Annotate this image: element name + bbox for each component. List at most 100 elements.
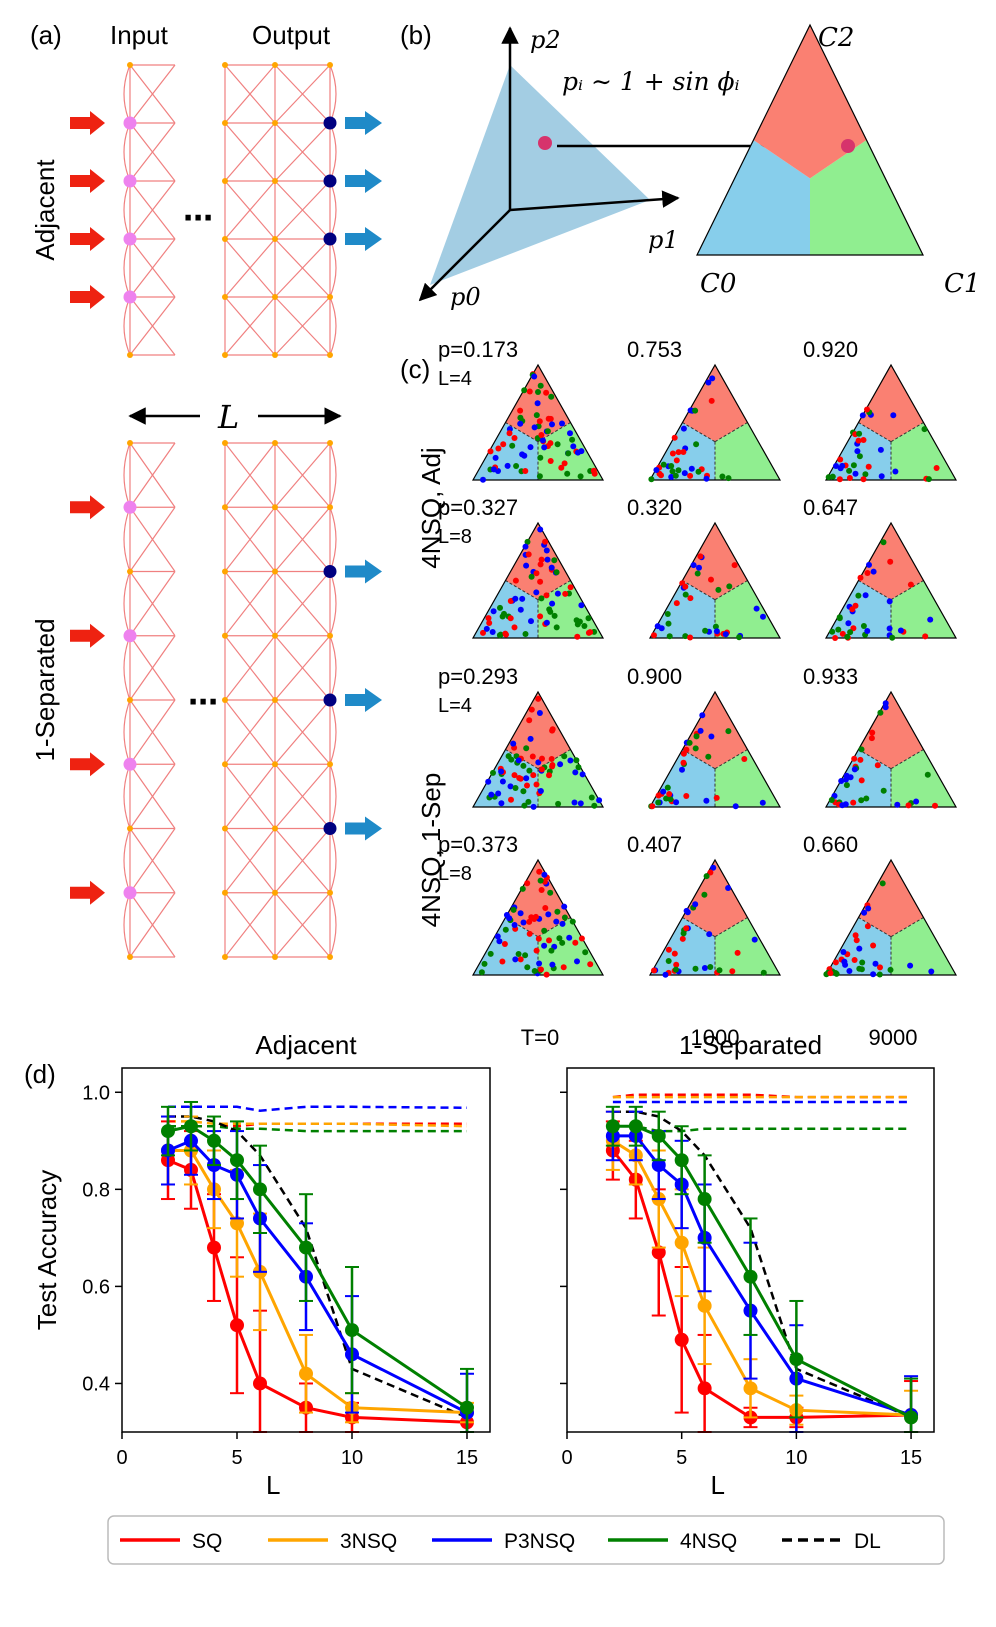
scatter-point: [886, 625, 893, 632]
edge-arc: [123, 699, 131, 765]
p-label-1-2: 0.647: [803, 495, 858, 520]
scatter-point: [669, 450, 676, 457]
scatter-point: [693, 441, 700, 448]
triangle-border: [648, 690, 782, 808]
scatter-point: [662, 971, 669, 978]
scatter-point: [553, 624, 560, 631]
chart-adjacent: Adjacent 0 5 10 15 0.4 0.6 0.8 1.0 L: [82, 1030, 491, 1500]
scatter-point: [710, 864, 717, 871]
scatter-point: [680, 930, 687, 937]
scatter-point: [680, 759, 687, 766]
scatter-point: [554, 441, 561, 448]
scatter-point: [825, 474, 832, 481]
ternary-plot-1-0: [471, 521, 605, 640]
scatter-point: [566, 934, 573, 941]
scatter-point: [547, 889, 554, 896]
scatter-point: [672, 472, 679, 479]
chart-separated: 1-Separated 0 5 10 15 L: [560, 1030, 935, 1500]
node: [327, 954, 333, 960]
region-c1: [538, 422, 603, 480]
scatter-point: [510, 906, 517, 913]
separated-circuit: [70, 440, 382, 960]
scatter-point: [512, 956, 519, 963]
scatter-point: [732, 803, 739, 810]
p-label-0-1: 0.753: [627, 337, 682, 362]
region-c2: [505, 523, 571, 600]
scatter-point: [559, 920, 566, 927]
scatter-point: [928, 968, 935, 975]
scatter-point: [538, 966, 544, 973]
line-SQ: [611, 1149, 912, 1419]
input-node: [123, 116, 137, 130]
scatter-point: [705, 379, 712, 386]
region-c2: [858, 860, 924, 937]
y-tick-label: 0.4: [82, 1373, 110, 1395]
scatter-point: [582, 949, 589, 956]
scatter-point: [683, 793, 690, 799]
scatter-point: [846, 475, 853, 481]
output-node: [323, 174, 337, 188]
scatter-point: [862, 471, 869, 478]
scatter-point: [557, 761, 564, 768]
scatter-point: [703, 873, 710, 880]
scatter-point: [844, 633, 851, 640]
output-arrow: [345, 559, 382, 584]
point-4NSQ: [253, 1182, 267, 1197]
scatter-point: [712, 623, 719, 630]
region-c0: [697, 140, 810, 255]
input-node: [123, 886, 137, 900]
point-SQ: [230, 1318, 244, 1333]
y-tick-label: 0.6: [82, 1276, 110, 1298]
scatter-point: [588, 794, 595, 801]
scatter-point: [499, 778, 506, 785]
p-label-2-2: 0.933: [803, 664, 858, 689]
panel-c-label: (c): [400, 354, 430, 384]
region-c1: [891, 917, 956, 975]
scatter-point: [543, 619, 550, 626]
scatter-point: [531, 968, 538, 974]
node: [272, 568, 278, 575]
input-node: [123, 757, 137, 771]
scatter-point: [705, 753, 712, 760]
input-node: [123, 174, 137, 188]
ternary-plot-2-2: [824, 690, 958, 809]
ternary-plot-2-1: [648, 690, 782, 810]
scatter-point: [725, 475, 732, 482]
scatter-point: [520, 788, 527, 795]
scatter-point: [892, 468, 899, 475]
scatter-point: [546, 937, 552, 944]
node: [272, 178, 278, 184]
node: [327, 294, 333, 300]
x-tick-label: 10: [341, 1447, 363, 1469]
scatter-point: [513, 463, 520, 469]
scatter-point: [522, 543, 529, 550]
node: [327, 352, 333, 358]
input-arrow: [70, 285, 105, 309]
scatter-point: [870, 971, 877, 978]
scatter-point: [549, 762, 556, 768]
scatter-point: [585, 615, 592, 622]
scatter-point: [507, 783, 514, 790]
scatter-point: [572, 939, 579, 946]
scatter-point: [666, 791, 673, 797]
edge: [224, 442, 276, 508]
scatter-point: [537, 788, 544, 794]
p-label-1-0: p=0.327: [438, 495, 518, 520]
x-tick-label: 15: [900, 1447, 922, 1469]
region-c2: [682, 365, 748, 442]
scatter-point: [487, 448, 494, 455]
scatter-point: [933, 465, 940, 471]
edge: [224, 828, 276, 894]
edge: [129, 64, 176, 124]
scatter-point: [579, 771, 586, 778]
scatter-point: [547, 458, 554, 464]
point-4NSQ: [697, 1192, 712, 1207]
ternary-plot-1-1: [648, 521, 782, 641]
scatter-point: [530, 772, 537, 779]
region-c1: [715, 580, 780, 638]
scatter-point: [707, 964, 714, 970]
y-tick-label: 0.8: [82, 1179, 110, 1201]
edge: [224, 296, 276, 356]
region-c0: [473, 422, 538, 480]
scatter-point: [523, 775, 530, 782]
